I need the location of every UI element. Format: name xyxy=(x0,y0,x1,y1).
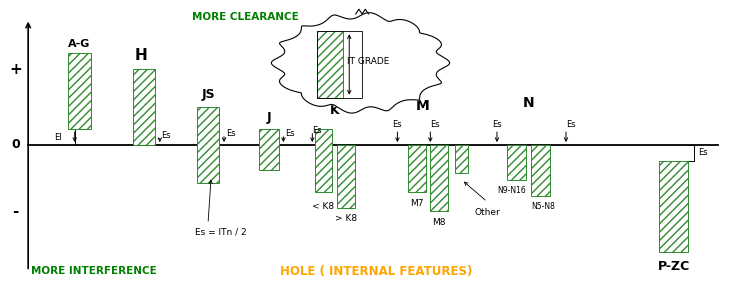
Text: A-G: A-G xyxy=(69,39,90,49)
Text: +: + xyxy=(9,62,22,77)
Text: Es: Es xyxy=(393,120,402,129)
Text: Other: Other xyxy=(475,208,500,217)
Bar xyxy=(317,31,343,98)
Text: HOLE ( INTERNAL FEATURES): HOLE ( INTERNAL FEATURES) xyxy=(281,265,472,278)
Text: Es: Es xyxy=(312,126,322,135)
Bar xyxy=(260,129,278,170)
Text: K: K xyxy=(330,104,340,117)
Text: Es: Es xyxy=(492,120,502,129)
Bar xyxy=(133,69,155,145)
Text: M8: M8 xyxy=(432,218,446,226)
Text: H: H xyxy=(134,48,147,63)
Text: J: J xyxy=(267,111,271,124)
Text: M7: M7 xyxy=(410,199,424,208)
Text: JS: JS xyxy=(201,88,215,101)
Bar xyxy=(408,145,426,192)
Polygon shape xyxy=(271,13,450,113)
Text: Es: Es xyxy=(226,129,235,138)
Bar xyxy=(531,145,550,195)
Text: N: N xyxy=(523,96,534,110)
Text: MORE CLEARANCE: MORE CLEARANCE xyxy=(192,12,299,22)
Text: Es: Es xyxy=(285,129,295,138)
Text: Es: Es xyxy=(430,120,440,129)
Text: N9-N16: N9-N16 xyxy=(497,186,526,195)
Text: -: - xyxy=(12,204,18,219)
Text: EI: EI xyxy=(54,133,62,142)
Text: P-ZC: P-ZC xyxy=(658,260,690,273)
Text: MORE INTERFERENCE: MORE INTERFERENCE xyxy=(31,266,157,276)
Bar xyxy=(317,31,362,98)
Text: Es: Es xyxy=(161,131,171,140)
Text: > K8: > K8 xyxy=(335,215,357,224)
Bar xyxy=(455,145,468,173)
Text: Es: Es xyxy=(566,120,576,129)
Bar xyxy=(659,161,688,252)
Text: M: M xyxy=(416,99,430,113)
Text: N5-N8: N5-N8 xyxy=(531,202,555,211)
Text: < K8: < K8 xyxy=(313,202,335,211)
Bar xyxy=(430,145,448,211)
Bar xyxy=(69,53,91,129)
Text: IT GRADE: IT GRADE xyxy=(347,57,390,66)
Bar xyxy=(338,145,355,208)
Text: Es: Es xyxy=(698,148,707,157)
Bar xyxy=(197,107,219,183)
Text: Es = ITn / 2: Es = ITn / 2 xyxy=(195,227,246,236)
Bar xyxy=(507,145,526,180)
Text: 0: 0 xyxy=(11,139,20,151)
Bar xyxy=(315,129,332,192)
